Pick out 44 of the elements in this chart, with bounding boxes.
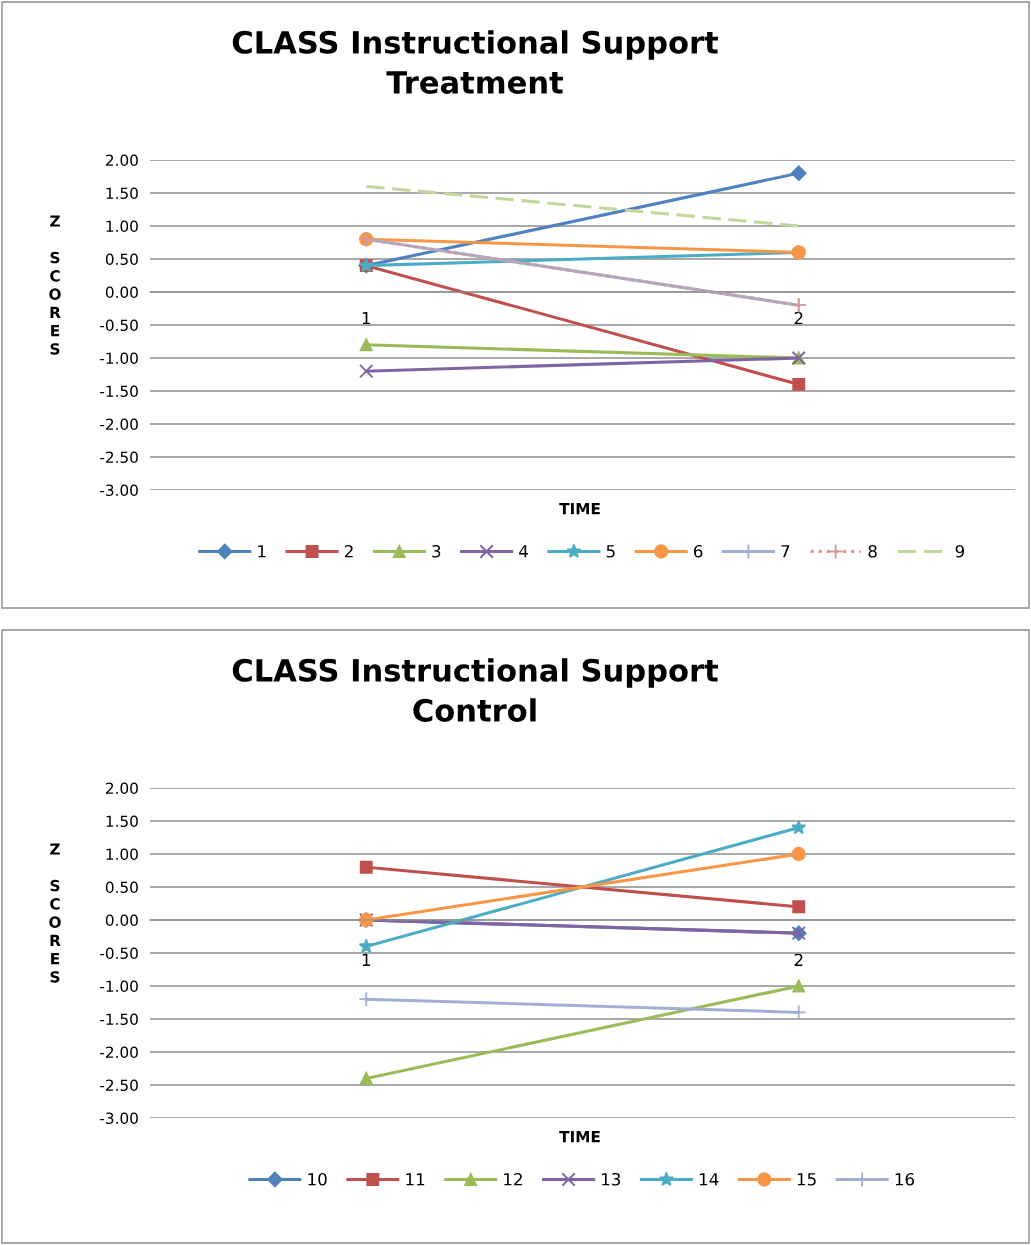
y-tick-label: -3.00	[100, 484, 138, 497]
y-tick-label: -3.00	[100, 1112, 138, 1125]
legend-label: 14	[699, 1173, 719, 1186]
y-tick-label: -2.00	[100, 418, 138, 431]
y-tick-label: -0.50	[100, 319, 138, 332]
legend-label: 8	[868, 544, 877, 558]
legend-label: 1	[258, 545, 266, 558]
y-tick-label: -1.00	[100, 980, 138, 993]
y-tick-label: 0.00	[105, 286, 138, 299]
y-tick-label: -1.50	[100, 1013, 138, 1026]
y-tick-label: 2.00	[105, 154, 138, 167]
legend-label: 13	[602, 1172, 621, 1186]
y-tick-label: 1.00	[106, 848, 138, 861]
y-tick-label: -2.50	[100, 1079, 138, 1092]
y-tick-label: 1.50	[106, 815, 138, 828]
legend-label: 10	[308, 1172, 327, 1186]
legend-label: 7	[781, 545, 790, 558]
legend-label: 9	[955, 544, 965, 558]
y-tick-label: 0.50	[105, 253, 138, 266]
legend-label: 16	[895, 1172, 915, 1186]
y-tick-label: 1.50	[106, 187, 138, 200]
y-tick-label: -0.50	[100, 947, 138, 960]
chart-title: CLASS Instructional Support Control	[232, 658, 719, 722]
y-tick-label: 0.00	[105, 914, 138, 927]
x-axis-title: TIME	[559, 1131, 600, 1143]
legend-label: 15	[797, 1173, 816, 1186]
y-tick-label: 0.50	[105, 881, 138, 894]
legend-label: 11	[406, 1173, 425, 1186]
legend-label: 6	[693, 544, 703, 558]
chart-title: CLASS Instructional Support Treatment	[232, 30, 719, 94]
legend-label: 2	[344, 544, 353, 558]
legend-label: 12	[504, 1172, 522, 1186]
y-tick-label: -2.00	[100, 1046, 138, 1059]
text: Z SCORES	[49, 843, 61, 983]
y-tick-label: -2.50	[100, 451, 138, 464]
legend-label: 5	[606, 545, 615, 558]
text: Z SCORES	[49, 215, 61, 355]
legend-label: 3	[432, 544, 441, 558]
y-tick-label: 2.00	[105, 782, 138, 795]
y-tick-label: -1.00	[100, 352, 138, 365]
y-tick-label: -1.50	[100, 385, 138, 398]
y-tick-label: 1.00	[106, 220, 138, 233]
x-axis-title: TIME	[559, 503, 600, 515]
legend-label: 4	[519, 545, 528, 558]
